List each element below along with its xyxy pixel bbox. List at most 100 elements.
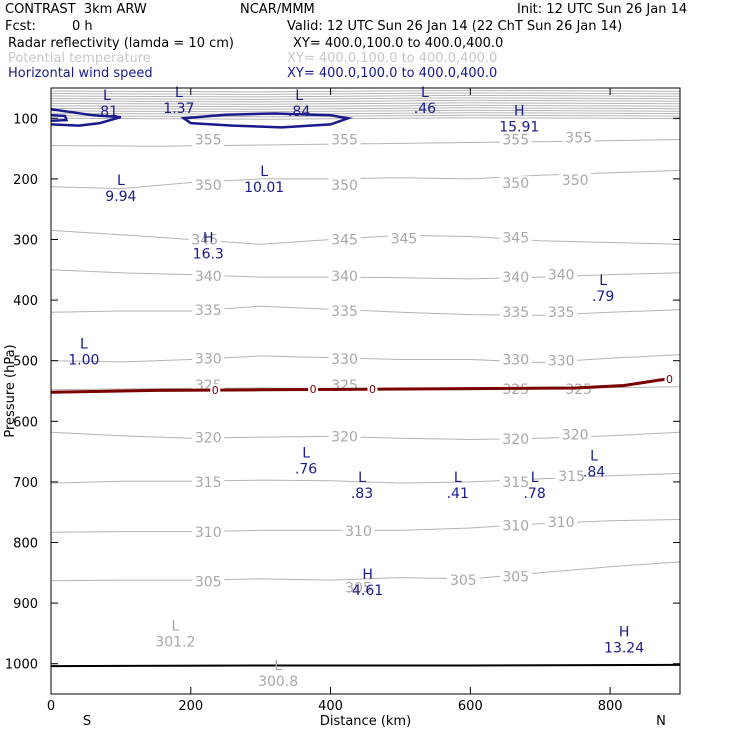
theta-label: 310	[195, 525, 222, 541]
theta-label-bg	[328, 268, 361, 283]
theta-label: 325	[565, 382, 592, 398]
wind-extremum-letter: L	[175, 85, 183, 101]
theta-label-bg	[328, 177, 361, 192]
wind-extremum-value: .81	[96, 104, 118, 120]
plot-area: 355 355 355 355 350 350 350 350 345 345 345 345 340 3…	[51, 89, 680, 668]
theta-label: 320	[331, 429, 358, 445]
theta-label: 345	[391, 231, 418, 247]
theta-label: 355	[502, 133, 529, 149]
forecast-hour: 0 h	[72, 19, 93, 34]
theta-contour-345	[51, 229, 680, 245]
wind-extremum-letter: L	[421, 85, 429, 101]
theta-label: 305	[195, 574, 222, 590]
endpoint-south-label: S	[83, 714, 91, 729]
theta-label-bg	[545, 305, 578, 320]
theta-label: 330	[548, 354, 575, 370]
legend-reflectivity-name: Radar reflectivity (lamda = 10 cm)	[8, 36, 234, 51]
freezing-label-bg	[308, 383, 319, 396]
theta-band-line	[51, 107, 680, 110]
wind-extremum-letter: H	[362, 567, 373, 583]
theta-label-bg	[499, 176, 532, 191]
wind-extremum-value: 15.91	[499, 119, 539, 135]
theta-label: 320	[502, 432, 529, 448]
forecast-label: Fcst:	[5, 19, 36, 34]
theta-label-bg	[192, 351, 225, 366]
theta-contour-340	[51, 269, 680, 280]
theta-label: 355	[195, 133, 222, 149]
wind-speed-contour	[51, 114, 69, 122]
theta-label: 330	[502, 352, 529, 368]
freezing-level-label: 0	[369, 383, 376, 396]
wind-extremum-value: .84	[583, 465, 605, 481]
theta-label-bg	[328, 351, 361, 366]
wind-extremum-letter: L	[302, 446, 310, 462]
wind-extremum-value: .84	[288, 104, 310, 120]
wind-extremum-value: 13.24	[604, 640, 644, 656]
freezing-label-bg	[367, 383, 378, 396]
theta-extremum-letter: L	[171, 618, 179, 634]
y-tick-label: 500	[13, 355, 38, 370]
theta-label: 325	[502, 382, 529, 398]
wind-extremum-letter: H	[514, 103, 525, 119]
wind-extremum-value: .83	[351, 486, 373, 502]
wind-extremum-value: 9.94	[105, 189, 136, 205]
theta-label-bg	[192, 574, 225, 589]
theta-label: 330	[331, 352, 358, 368]
theta-label-bg	[328, 232, 361, 247]
theta-label: 305	[450, 573, 477, 589]
wind-extremum-letter: L	[590, 449, 598, 465]
wind-extremum-value: .76	[295, 462, 317, 478]
wind-extremum-letter: L	[295, 88, 303, 104]
wind-speed-contour	[51, 107, 122, 127]
theta-label-bg	[562, 130, 595, 145]
freezing-level-label: 0	[310, 383, 317, 396]
freezing-label-bg	[664, 372, 675, 385]
wind-extremum-value: 10.01	[244, 180, 284, 196]
theta-label-bg	[192, 177, 225, 192]
theta-band-line	[51, 89, 680, 93]
theta-band-line	[51, 92, 680, 95]
organization: NCAR/MMM	[240, 2, 315, 17]
theta-band-line	[51, 99, 680, 103]
y-tick-label: 600	[13, 415, 38, 430]
init-time: Init: 12 UTC Sun 26 Jan 14	[517, 2, 688, 17]
theta-label-bg	[447, 573, 480, 588]
theta-label-bg	[328, 304, 361, 319]
y-tick-label: 1000	[5, 658, 38, 673]
wind-extremum-value: .46	[414, 101, 436, 117]
theta-label-bg	[499, 518, 532, 533]
y-tick-label: 900	[13, 597, 38, 612]
freezing-label-bg	[210, 383, 221, 396]
theta-label-bg	[499, 230, 532, 245]
y-tick-label: 300	[13, 234, 38, 249]
wind-extremum-letter: H	[203, 231, 214, 247]
x-tick-label: 600	[458, 699, 483, 714]
theta-band-line	[51, 112, 680, 115]
theta-label: 315	[558, 469, 585, 485]
wind-extremum-value: 4.61	[352, 583, 383, 599]
x-tick-label: 200	[178, 699, 203, 714]
theta-label: 335	[331, 304, 358, 320]
theta-label: 325	[331, 378, 358, 394]
theta-contour-335	[51, 305, 680, 316]
y-tick-label: 200	[13, 173, 38, 188]
theta-label: 315	[195, 475, 222, 491]
plot-title: CONTRAST 3km ARW	[5, 2, 147, 17]
theta-label-bg	[192, 132, 225, 147]
theta-band-line	[51, 114, 680, 118]
freezing-level-label: 0	[212, 384, 219, 397]
plot-frame	[50, 87, 681, 695]
wind-extremum-letter: L	[260, 164, 268, 180]
theta-label: 355	[565, 131, 592, 147]
theta-label: 345	[331, 233, 358, 249]
ground-line	[51, 663, 680, 668]
wind-extremum-letter: L	[531, 470, 539, 486]
x-axis-label: Distance (km)	[320, 714, 411, 729]
theta-band-line	[51, 102, 680, 105]
theta-label-bg	[328, 429, 361, 444]
theta-label: 350	[502, 176, 529, 192]
theta-label-bg	[192, 302, 225, 317]
wind-extremum-value: .78	[523, 486, 545, 502]
theta-label-bg	[328, 132, 361, 147]
wind-extremum-letter: H	[619, 624, 630, 640]
